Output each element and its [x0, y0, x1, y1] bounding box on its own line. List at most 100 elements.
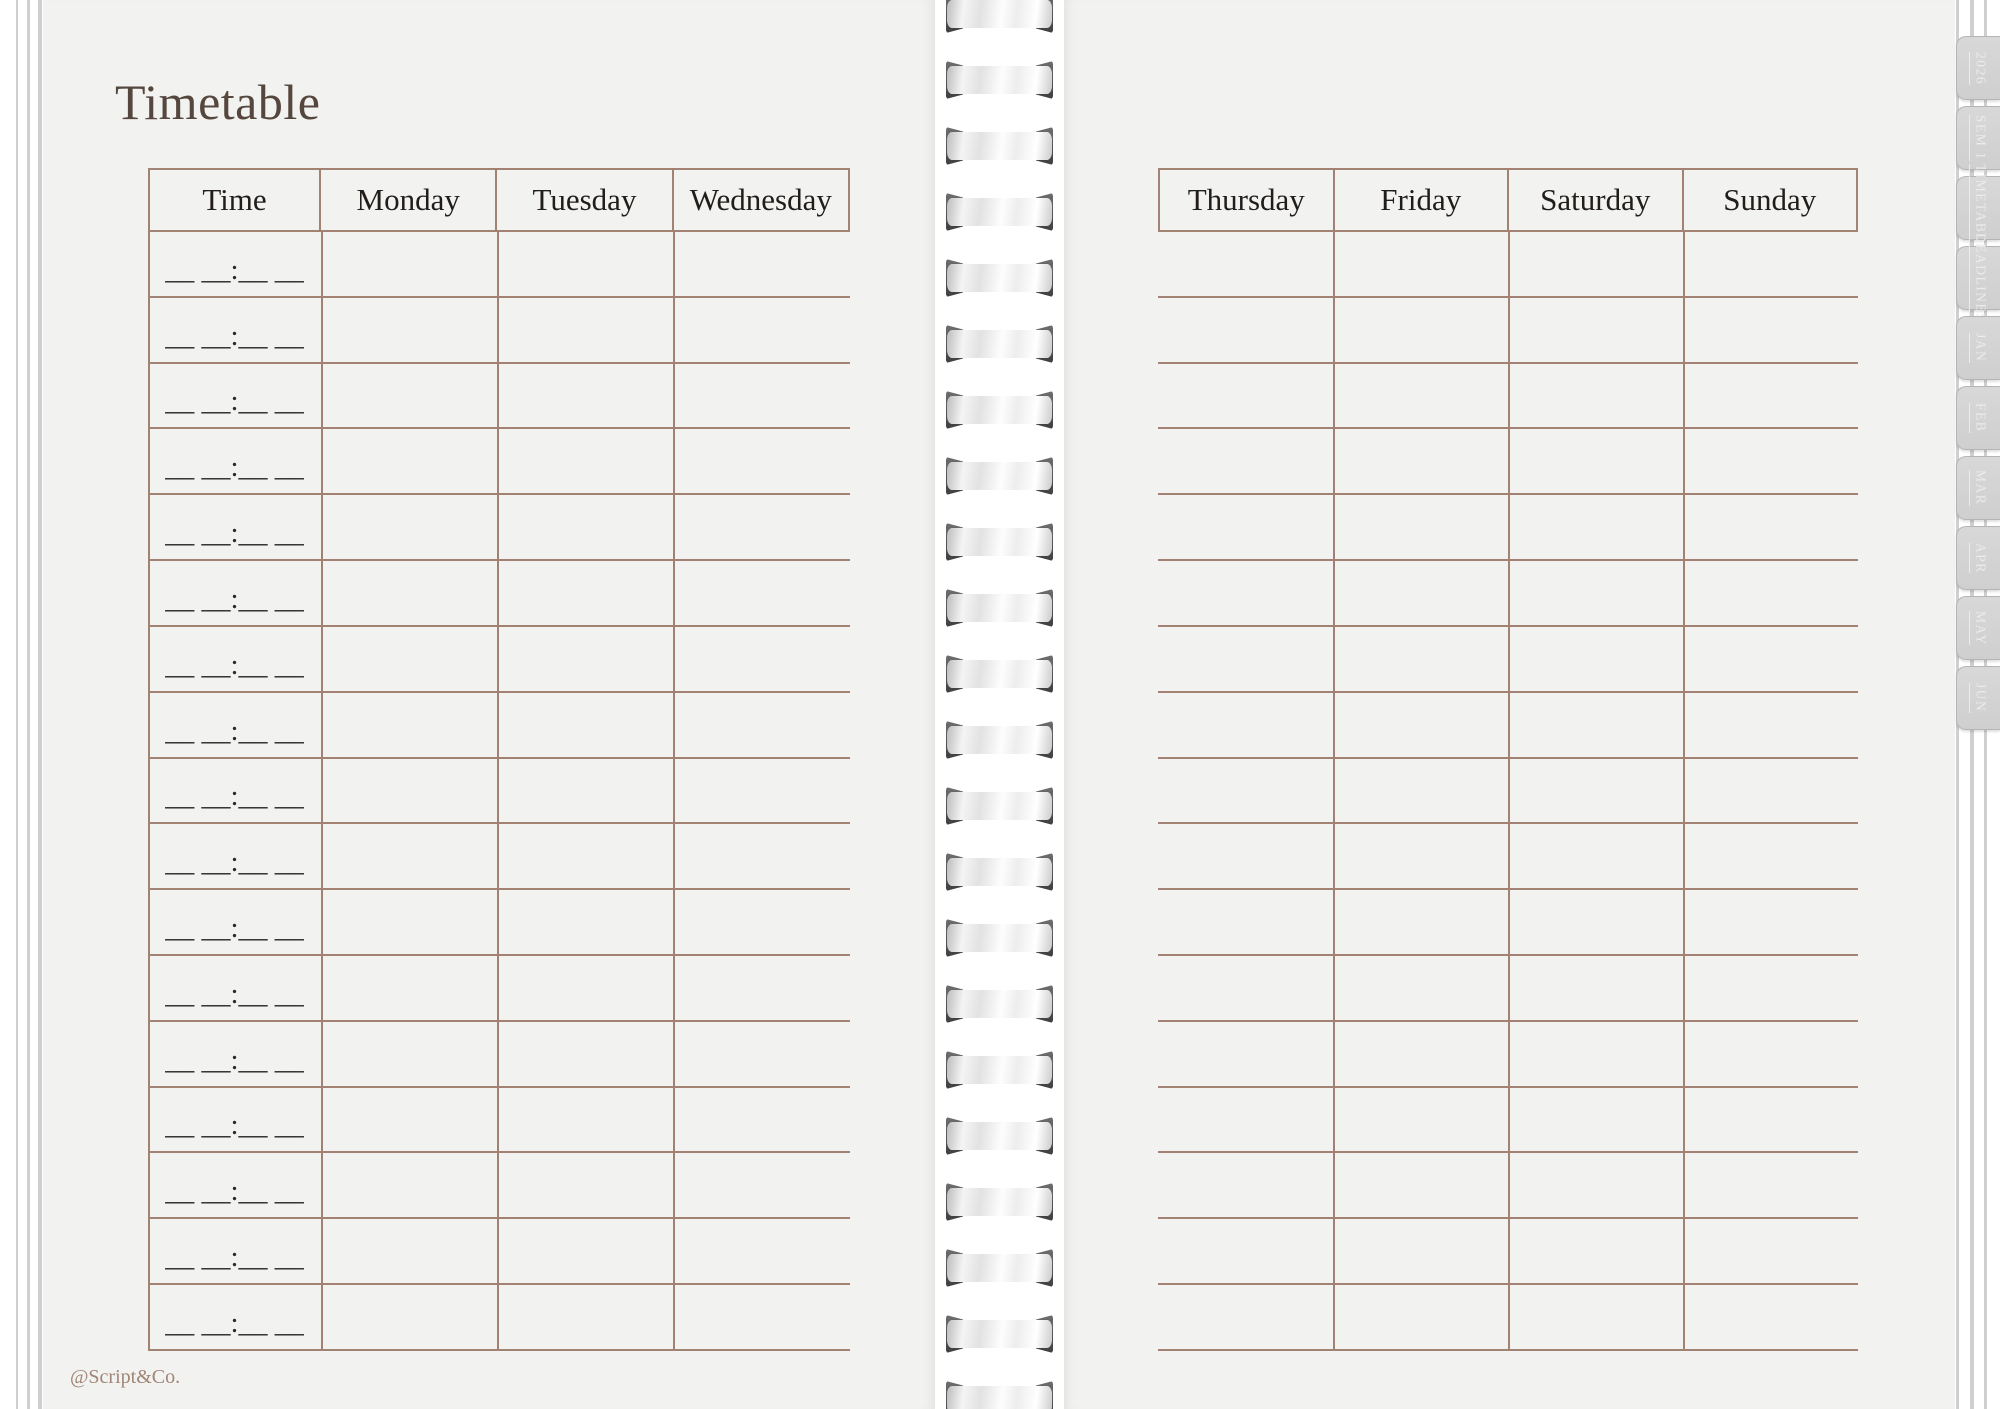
timetable-row: __ __:__ __	[148, 693, 850, 759]
spiral-ring	[946, 193, 1053, 231]
timetable-row: __ __:__ __	[148, 429, 850, 496]
header-cell-tuesday: Tuesday	[497, 170, 674, 230]
ring-band	[947, 924, 1052, 952]
tab-timetable-label: TIMETABLE	[1968, 163, 1989, 253]
tab-apr[interactable]: APR	[1956, 526, 2000, 590]
page-stack-edge-left	[0, 0, 43, 1409]
spiral-ring	[946, 655, 1053, 693]
page-left: Timetable Time Monday Tuesday Wednesday …	[43, 0, 935, 1409]
tab-may[interactable]: MAY	[1956, 596, 2000, 660]
spiral-ring	[946, 1117, 1053, 1155]
header-cell-saturday: Saturday	[1509, 170, 1684, 230]
ring-band	[947, 1188, 1052, 1216]
spiral-ring	[946, 919, 1053, 957]
tab-feb-label: FEB	[1968, 403, 1989, 433]
timetable-row: __ __:__ __	[148, 561, 850, 627]
timetable-row: __ __:__ __	[148, 824, 850, 891]
timetable-row: __ __:__ __	[148, 1219, 850, 1285]
timetable-row: __ __:__ __	[148, 495, 850, 562]
timetable-left: Time Monday Tuesday Wednesday __ __:__ _…	[148, 168, 850, 1351]
brand-credit: @Script&Co.	[70, 1366, 181, 1388]
ring-band	[947, 0, 1052, 28]
spiral-ring	[946, 523, 1053, 561]
ring-band	[947, 858, 1052, 886]
tab-2026-label: 2026	[1968, 51, 1989, 85]
spiral-ring	[946, 61, 1053, 99]
tab-apr-label: APR	[1968, 542, 1989, 574]
ring-band	[947, 1122, 1052, 1150]
timetable-row: __ __:__ __	[148, 232, 850, 298]
timetable-row: __ __:__ __	[148, 1153, 850, 1220]
page-edge-line	[38, 0, 42, 1409]
tab-deadlines-label: DEADLINES	[1968, 233, 1989, 323]
header-cell-time: Time	[150, 170, 321, 230]
spiral-ring	[946, 853, 1053, 891]
page-right: Thursday Friday Saturday Sunday	[1064, 0, 1955, 1409]
spiral-ring	[946, 0, 1053, 33]
ring-band	[947, 396, 1052, 424]
spiral-ring	[946, 1183, 1053, 1221]
tab-jun-label: JUN	[1968, 683, 1989, 713]
spiral-ring	[946, 127, 1053, 165]
timetable-row: __ __:__ __	[148, 956, 850, 1022]
ring-band	[947, 1056, 1052, 1084]
timetable-left-body: __ __:__ __ __ __:__ __ __ __:__ __ __ __:_…	[148, 232, 850, 1351]
ring-band	[947, 1386, 1052, 1409]
ring-band	[947, 726, 1052, 754]
time-placeholder: __ __:__ __	[165, 846, 304, 879]
timetable-row: __ __:__ __	[148, 1088, 850, 1154]
header-cell-monday: Monday	[321, 170, 498, 230]
column-rule	[321, 232, 323, 1351]
timetable-right-body	[1158, 232, 1858, 1351]
timetable-right-header: Thursday Friday Saturday Sunday	[1158, 168, 1858, 232]
tab-mar[interactable]: MAR	[1956, 456, 2000, 520]
tab-2026[interactable]: 2026	[1956, 36, 2000, 100]
tab-sem-1-label: SEM 1	[1968, 115, 1989, 161]
tab-feb[interactable]: FEB	[1956, 386, 2000, 450]
spiral-ring	[946, 1249, 1053, 1287]
time-placeholder: __ __:__ __	[165, 714, 304, 747]
page-edge-line	[27, 0, 30, 1409]
spiral-ring	[946, 589, 1053, 627]
spiral-ring	[946, 1051, 1053, 1089]
spiral-binding	[935, 0, 1064, 1409]
tab-deadlines[interactable]: DEADLINES	[1956, 233, 2000, 323]
spiral-ring	[946, 325, 1053, 363]
spiral-ring	[946, 985, 1053, 1023]
tab-mar-label: MAR	[1968, 470, 1989, 506]
timetable-right: Thursday Friday Saturday Sunday	[1158, 168, 1858, 1351]
time-placeholder: __ __:__ __	[165, 1109, 304, 1142]
tab-jan[interactable]: JAN	[1956, 316, 2000, 380]
column-rule	[673, 232, 675, 1351]
tab-jan-label: JAN	[1968, 333, 1989, 363]
column-rule	[1508, 232, 1510, 1351]
time-placeholder: __ __:__ __	[165, 385, 304, 418]
timetable-row: __ __:__ __	[148, 1285, 850, 1351]
ring-band	[947, 792, 1052, 820]
time-placeholder: __ __:__ __	[165, 1175, 304, 1208]
ring-band	[947, 330, 1052, 358]
timetable-row: __ __:__ __	[148, 627, 850, 693]
tab-may-label: MAY	[1968, 610, 1989, 646]
time-placeholder: __ __:__ __	[165, 911, 304, 944]
header-cell-wednesday: Wednesday	[689, 182, 832, 217]
ring-band	[947, 660, 1052, 688]
tab-timetable[interactable]: TIMETABLE	[1956, 163, 2000, 253]
spiral-ring	[946, 1381, 1053, 1409]
ring-band	[947, 1254, 1052, 1282]
spiral-ring	[946, 721, 1053, 759]
ring-band	[947, 1320, 1052, 1348]
time-placeholder: __ __:__ __	[165, 1306, 304, 1339]
timetable-row: __ __:__ __	[148, 364, 850, 430]
tab-sem-1[interactable]: SEM 1	[1956, 106, 2000, 170]
time-placeholder: __ __:__ __	[165, 780, 304, 813]
spiral-ring	[946, 391, 1053, 429]
column-rule	[1683, 232, 1685, 1351]
timetable-row: __ __:__ __	[148, 890, 850, 956]
ring-band	[947, 462, 1052, 490]
ring-band	[947, 264, 1052, 292]
time-placeholder: __ __:__ __	[165, 648, 304, 681]
spiral-ring	[946, 1315, 1053, 1353]
tab-jun[interactable]: JUN	[1956, 666, 2000, 730]
